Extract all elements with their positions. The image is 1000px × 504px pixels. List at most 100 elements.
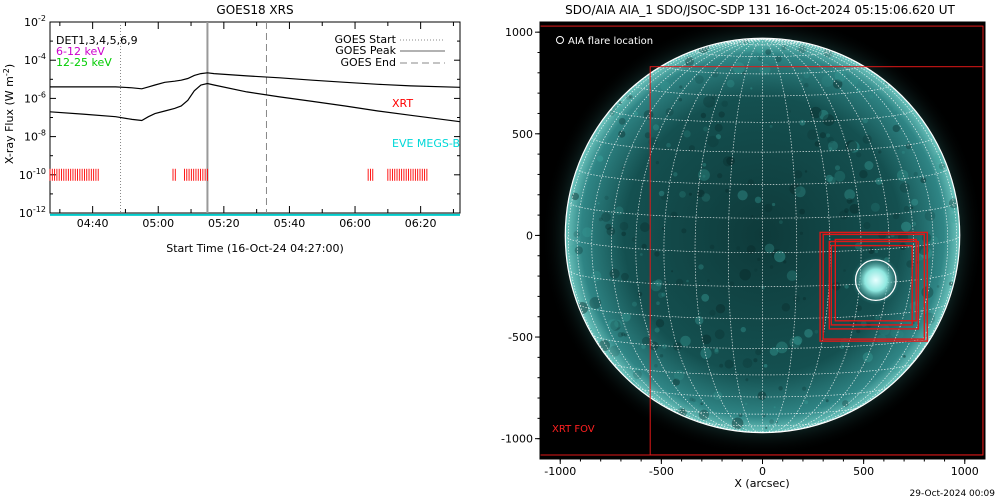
solar-texture-blob	[772, 202, 776, 207]
solar-texture-blob	[609, 345, 621, 357]
xrt-fov-box	[828, 240, 919, 330]
solar-texture-blob	[814, 329, 819, 334]
longitude-line	[567, 38, 763, 413]
solar-texture-blob	[670, 211, 678, 219]
solar-texture-blob	[615, 206, 624, 215]
aia-y-tick-label: 0	[526, 229, 533, 242]
solar-texture-blob	[757, 56, 763, 62]
solar-texture-blob	[821, 75, 834, 87]
solar-texture-blob	[641, 243, 647, 249]
solar-texture-blob	[764, 243, 775, 254]
solar-texture-blob	[769, 419, 774, 425]
solar-texture-blob	[757, 391, 767, 401]
solar-texture-blob	[849, 204, 860, 214]
solar-texture-blob	[755, 349, 762, 356]
goes-y-axis-label: X-ray Flux (W m-2)	[2, 64, 16, 164]
solar-texture-blob	[644, 132, 651, 139]
solar-texture-blob	[729, 281, 735, 287]
solar-texture-blob	[742, 71, 746, 76]
solar-texture-blob	[661, 227, 665, 230]
aia-x-tick-label: 1000	[951, 465, 979, 478]
solar-texture-blob	[814, 141, 821, 147]
solar-texture-blob	[725, 189, 729, 193]
solar-texture-blob	[834, 165, 841, 171]
solar-texture-blob	[799, 231, 803, 235]
solar-texture-blob	[698, 311, 701, 314]
solar-texture-blob	[724, 359, 734, 369]
aia-x-axis-label: X (arcsec)	[734, 477, 789, 490]
solar-texture-blob	[742, 358, 753, 368]
solar-texture-blob	[856, 305, 862, 312]
solar-texture-blob	[924, 210, 936, 221]
solar-texture-blob	[829, 250, 835, 255]
solar-texture-blob	[807, 129, 818, 140]
solar-texture-blob	[878, 150, 882, 154]
solar-texture-blob	[673, 370, 685, 381]
solar-texture-blob	[804, 329, 813, 338]
solar-texture-blob	[764, 203, 773, 213]
solar-texture-blob	[659, 354, 664, 358]
solar-texture-blob	[648, 137, 658, 147]
aia-x-tick-label: 0	[759, 465, 766, 478]
solar-texture-blob	[804, 400, 809, 405]
solar-texture-blob	[606, 227, 616, 236]
goes-y-tick-label: 10-2	[24, 14, 46, 29]
solar-texture-blob	[844, 208, 849, 213]
solar-texture-blob	[685, 62, 689, 66]
goes-y-tick-label: 10-4	[24, 52, 46, 67]
solar-texture-blob	[656, 301, 660, 306]
longitude-line	[762, 38, 958, 413]
solar-texture-blob	[825, 399, 829, 403]
solar-texture-blob	[621, 231, 626, 237]
solar-texture-blob	[819, 132, 826, 139]
solar-texture-blob	[844, 284, 849, 289]
longitude-line	[762, 38, 890, 432]
solar-texture-blob	[839, 210, 849, 220]
solar-texture-blob	[701, 193, 711, 202]
solar-texture-blob	[673, 172, 678, 177]
solar-texture-blob	[596, 155, 604, 162]
solar-texture-blob	[842, 400, 849, 407]
solar-texture-blob	[903, 355, 906, 358]
solar-texture-blob	[591, 270, 602, 282]
solar-texture-blob	[666, 142, 671, 148]
solar-texture-blob	[707, 135, 719, 148]
solar-texture-blob	[878, 324, 890, 336]
solar-texture-blob	[624, 333, 628, 337]
longitude-line	[694, 38, 763, 433]
solar-texture-blob	[825, 174, 833, 182]
solar-texture-blob	[840, 345, 844, 350]
longitude-line	[663, 38, 763, 433]
solar-texture-blob	[870, 202, 880, 212]
solar-texture-blob	[862, 117, 868, 124]
solar-texture-blob	[639, 253, 643, 256]
solar-texture-blob	[686, 279, 689, 283]
solar-texture-blob	[856, 329, 861, 334]
solar-texture-blob	[759, 63, 771, 75]
xrt-label: XRT	[392, 97, 413, 110]
goes-legend: GOES Start GOES Peak GOES End	[335, 33, 445, 69]
flare-legend-label: AIA flare location	[568, 36, 653, 47]
band-6-12-label: 6-12 keV	[56, 45, 105, 58]
flare-location-circle	[854, 259, 897, 302]
solar-texture-blob	[859, 170, 868, 179]
aia-y-tick-label: 500	[512, 128, 533, 141]
solar-texture-blob	[715, 304, 726, 314]
solar-texture-blob	[703, 126, 709, 132]
solar-texture-blob	[788, 110, 791, 113]
xrt-fov-box	[822, 233, 926, 340]
aia-y-tick-label: -500	[508, 331, 533, 344]
latitude-line	[664, 406, 861, 415]
latitude-line	[663, 65, 862, 75]
solar-texture-blob	[799, 119, 806, 126]
solar-texture-blob	[618, 130, 626, 138]
footer-timestamp: 29-Oct-2024 00:09	[910, 489, 996, 499]
solar-texture-blob	[794, 186, 806, 198]
latitude-line	[577, 303, 948, 320]
solar-texture-blob	[671, 270, 674, 273]
goes-x-tick-label: 05:20	[208, 217, 240, 230]
solar-texture-blob	[751, 215, 754, 218]
solar-texture-blob	[775, 420, 779, 424]
solar-texture-blob	[799, 208, 805, 215]
solar-texture-blob	[654, 364, 658, 368]
